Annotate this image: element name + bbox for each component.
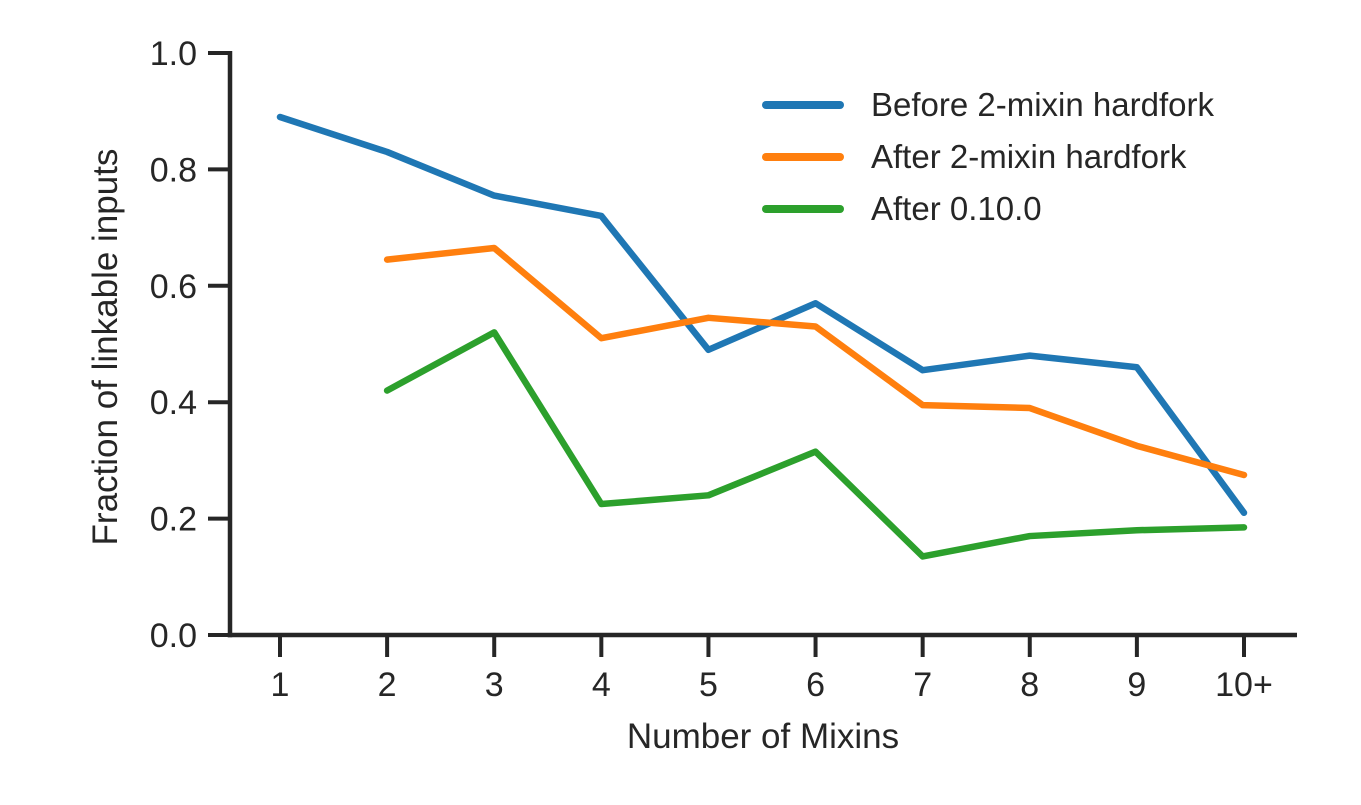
x-tick-label: 6 (806, 666, 825, 704)
x-tick-label: 1 (271, 666, 290, 704)
series-line-after-2-mixin-hardfork (383, 244, 1248, 479)
legend-item-before-hardfork: Before 2-mixin hardfork (762, 79, 1214, 131)
x-tick-label: 8 (1020, 666, 1039, 704)
legend-label: After 2-mixin hardfork (871, 138, 1187, 175)
legend: Before 2-mixin hardfork After 2-mixin ha… (762, 79, 1214, 235)
legend-line-swatch-blue (762, 101, 844, 109)
axis-spines (227, 51, 1297, 638)
x-tick-label: 3 (485, 666, 504, 704)
legend-line-swatch-green (762, 205, 844, 213)
legend-label: After 0.10.0 (871, 190, 1042, 227)
legend-line-swatch-orange (762, 153, 844, 161)
legend-item-after-hardfork: After 2-mixin hardfork (762, 131, 1214, 183)
legend-label: Before 2-mixin hardfork (871, 86, 1214, 123)
y-tick-label: 0.6 (150, 268, 197, 306)
y-axis-label: Fraction of linkable inputs (86, 148, 125, 546)
series-line-before-2-mixin-hardfork (276, 113, 1248, 517)
x-tick-label: 7 (913, 666, 932, 704)
y-tick-label: 1.0 (150, 35, 197, 73)
series-lines (276, 113, 1248, 560)
axis-ticks: 1 2 3 4 5 6 7 8 9 10+ 0.0 0.2 0.4 0.6 0.8 1.0 (150, 35, 1273, 704)
x-tick-label: 9 (1127, 666, 1146, 704)
x-tick-label: 5 (699, 666, 718, 704)
y-tick-label: 0.8 (150, 151, 197, 189)
y-tick-label: 0.4 (150, 384, 197, 422)
legend-item-after-0-10-0: After 0.10.0 (762, 183, 1214, 235)
y-tick-label: 0.0 (150, 617, 197, 655)
x-tick-label: 4 (592, 666, 611, 704)
x-tick-label: 10+ (1215, 666, 1273, 704)
x-axis-label: Number of Mixins (626, 717, 900, 756)
y-tick-label: 0.2 (150, 501, 197, 539)
series-line-after-0-10-0 (383, 329, 1248, 560)
x-tick-label: 2 (378, 666, 397, 704)
